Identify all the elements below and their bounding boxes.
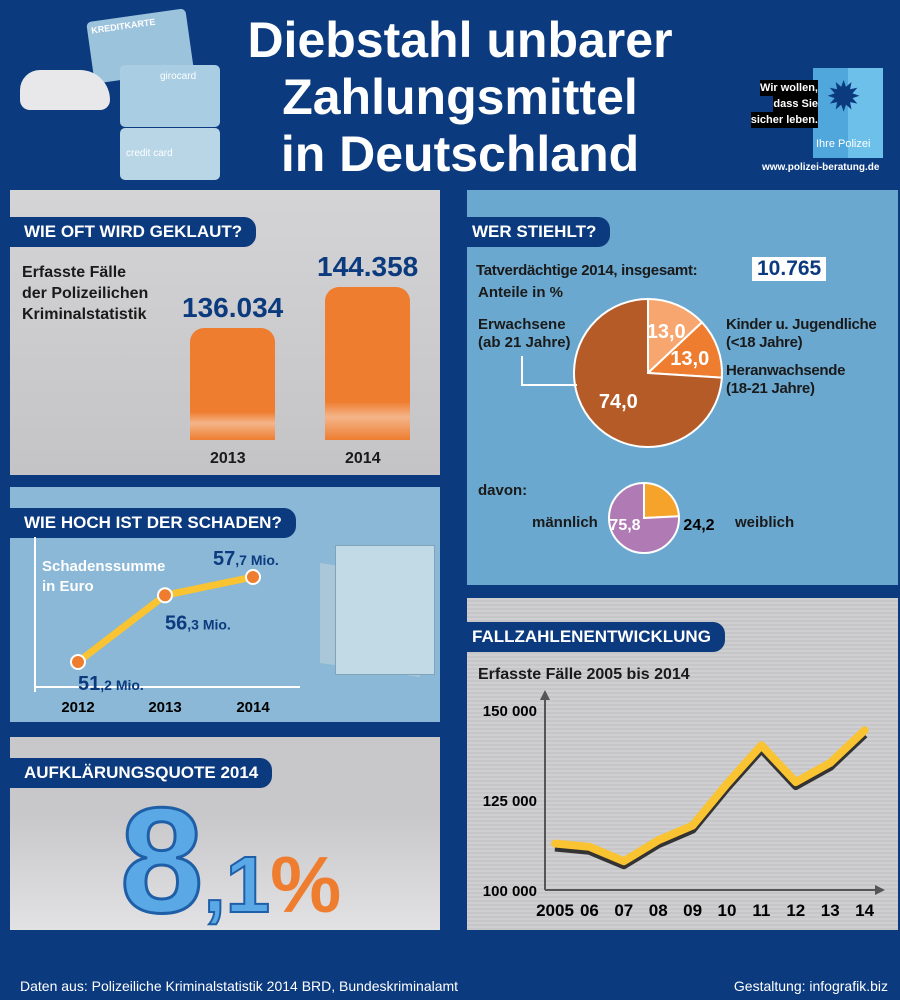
label-female: weiblich: [735, 514, 795, 531]
bar-2013: [190, 327, 275, 440]
y-tick-label: 125 000: [483, 793, 537, 810]
bar-2014: [325, 287, 410, 440]
cards-illustration: KREDITKARTE girocard credit card: [20, 8, 240, 180]
total-value: 10.765: [752, 257, 827, 281]
davon-label: davon:: [478, 482, 528, 499]
x-tick-label: 2012: [61, 699, 94, 716]
subtitle-line: der Polizeilichen: [22, 285, 149, 302]
data-label: 56,3 Mio.: [165, 612, 231, 634]
bar-category-label: 2013: [210, 450, 246, 467]
pie-label: 74,0: [599, 391, 638, 413]
label-line: (<18 Jahre): [726, 334, 803, 351]
section3-subtitle: Schadenssumme in Euro: [42, 557, 165, 597]
x-tick-label: 11: [752, 901, 770, 920]
data-point: [245, 569, 261, 585]
x-tick-label: 2014: [236, 699, 270, 716]
y-tick-label: 100 000: [483, 883, 537, 900]
star-icon: ✹: [826, 73, 862, 120]
subtitle-line: Kriminalstatistik: [22, 306, 147, 323]
pie-label: 13,0: [647, 321, 686, 343]
y-tick-label: 150 000: [483, 703, 537, 720]
pie-label: 24,2: [683, 517, 714, 534]
x-tick-label: 13: [821, 901, 840, 920]
pie-slice: [573, 297, 723, 448]
label-line: Kinder u. Jugendliche: [726, 316, 877, 333]
x-tick-label: 08: [649, 901, 668, 920]
pie-label: 13,0: [670, 348, 709, 370]
pie-charts: 13,0 13,0 74,0 75,8 24,2: [521, 297, 723, 554]
data-point: [157, 587, 173, 604]
card-label: credit card: [126, 148, 173, 159]
y-arrow-icon: [540, 690, 550, 700]
clearance-rate: 8,1%: [118, 784, 342, 973]
x-tick-label: 10: [718, 901, 737, 920]
subtitle-line: Schadenssumme: [42, 558, 166, 575]
label-young: Heranwachsende (18-21 Jahre): [726, 362, 845, 398]
logo-brand: Ihre Polizei: [816, 138, 871, 150]
card-cc: credit card: [120, 128, 220, 180]
x-tick-label: 2005: [536, 901, 574, 920]
footer-credit: Gestaltung: infografik.biz: [733, 978, 888, 994]
label-line: Heranwachsende: [726, 362, 846, 379]
total-label: Tatverdächtige 2014, insgesamt:: [476, 262, 698, 279]
card-label: girocard: [160, 71, 197, 82]
title-line: Diebstahl unbarer: [247, 12, 673, 68]
police-logo: ✹ Ihre Polizei Wir wollen, dass Sie sich…: [748, 68, 888, 176]
pie-slice: [647, 297, 704, 376]
slogan-line: dass Sie: [773, 96, 818, 112]
card-label: KREDITKARTE: [90, 16, 156, 36]
title-line: in Deutschland: [280, 126, 640, 182]
bar-value-label: 136.034: [182, 291, 284, 323]
section1-subtitle: Erfasste Fälle der Polizeilichen Krimina…: [22, 262, 148, 325]
label-adults: Erwachsene (ab 21 Jahre): [478, 316, 571, 352]
rate-decimal: ,1: [202, 839, 271, 930]
trend-line-chart: 100 000 125 000 150 000 2005 06 07 08 09 10 11 12 1…: [483, 690, 885, 920]
x-tick-label: 2013: [148, 699, 181, 716]
rate-integer: 8: [118, 776, 204, 944]
pie-label: 75,8: [609, 517, 640, 534]
gender-pie-slice: [608, 481, 680, 554]
x-tick-label: 06: [580, 901, 599, 920]
damage-line-chart: 51,2 Mio. 2012 56,3 Mio. 2013 57,7 Mio. 2014: [34, 537, 300, 716]
section5-subtitle: Erfasste Fälle 2005 bis 2014: [478, 666, 690, 683]
trend-line: [551, 726, 869, 866]
pie-slice: [645, 320, 723, 379]
data-point: [70, 654, 86, 670]
label-line: (ab 21 Jahre): [478, 334, 571, 351]
x-tick-label: 14: [855, 901, 874, 920]
hand-icon: [20, 70, 110, 110]
section-tag: WER STIEHLT?: [458, 217, 611, 247]
label-line: (18-21 Jahre): [726, 380, 815, 397]
label-male: männlich: [532, 514, 598, 531]
bar-value-label: 144.358: [317, 251, 419, 283]
x-tick-label: 12: [786, 901, 805, 920]
subtitle-line: Erfasste Fälle: [22, 264, 127, 281]
card-giro: girocard: [120, 65, 220, 127]
banknotes-illustration: [320, 540, 435, 680]
leader-line: [521, 356, 577, 386]
slogan-line: Wir wollen,: [760, 80, 818, 96]
slogan-line: sicher leben.: [750, 112, 818, 128]
bar-category-label: 2014: [345, 450, 381, 467]
footer-source: Daten aus: Polizeiliche Kriminalstatisti…: [20, 978, 459, 994]
section-tag: WIE HOCH IST DER SCHADEN?: [10, 508, 296, 538]
label-kids: Kinder u. Jugendliche (<18 Jahre): [726, 316, 877, 352]
data-label: 57,7 Mio.: [213, 548, 279, 570]
unit-label: Anteile in %: [478, 284, 564, 301]
logo-url: www.polizei-beratung.de: [762, 162, 880, 173]
x-tick-label: 09: [683, 901, 702, 920]
section-tag: AUFKLÄRUNGSQUOTE 2014: [10, 758, 273, 788]
rate-unit: %: [270, 840, 342, 929]
label-line: Erwachsene: [478, 316, 566, 333]
section-tag: FALLZAHLENENTWICKLUNG: [458, 622, 725, 652]
x-arrow-icon: [875, 885, 885, 895]
subtitle-line: in Euro: [42, 578, 94, 595]
gender-pie-slice: [643, 481, 681, 520]
page-title: Diebstahl unbarer Zahlungsmittel in Deut…: [200, 12, 720, 183]
title-line: Zahlungsmittel: [282, 69, 638, 125]
section-tag: WIE OFT WIRD GEKLAUT?: [10, 217, 257, 247]
x-tick-label: 07: [614, 901, 633, 920]
data-label: 51,2 Mio.: [78, 673, 144, 695]
